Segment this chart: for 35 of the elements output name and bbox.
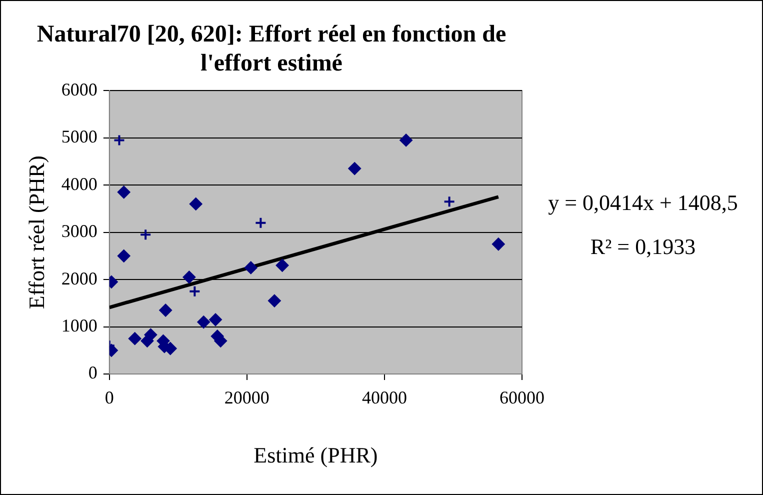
x-tick-label: 40000 (362, 388, 407, 408)
y-tick-label: 6000 (61, 79, 98, 100)
point (182, 270, 196, 284)
point (197, 316, 210, 329)
point (140, 228, 152, 241)
point (189, 197, 202, 210)
point (244, 261, 258, 274)
point (268, 294, 281, 308)
y-tick-label: 5000 (61, 126, 98, 147)
point (492, 238, 505, 251)
point (254, 216, 267, 229)
point (159, 304, 172, 317)
x-tick-label: 60000 (500, 388, 544, 408)
point (117, 249, 130, 262)
text: R² = 0,1933 (590, 234, 696, 259)
point (113, 134, 126, 146)
point (144, 328, 158, 342)
point (276, 258, 289, 272)
chart-title: Natural70 [20, 620]: Effort réel en fonction de l'effort estimé (36, 22, 506, 76)
y-tick-label: 4000 (61, 174, 98, 194)
text: y = 0,0414x + 1408,5 (548, 190, 738, 215)
x-tick-label: 0 (104, 388, 114, 408)
point (348, 162, 362, 176)
point (443, 196, 456, 208)
point (117, 186, 130, 199)
y-tick-label: 3000 (61, 221, 98, 242)
point (128, 332, 142, 346)
point (400, 134, 413, 147)
point (188, 285, 201, 298)
y-tick-label: 1000 (61, 316, 98, 336)
point (209, 313, 222, 326)
y-axis-title: Effort réel (PHR) (24, 156, 49, 310)
y-tick-label: 2000 (61, 268, 98, 288)
x-tick-label: 20000 (224, 388, 270, 408)
y-tick-label: 0 (88, 362, 98, 383)
